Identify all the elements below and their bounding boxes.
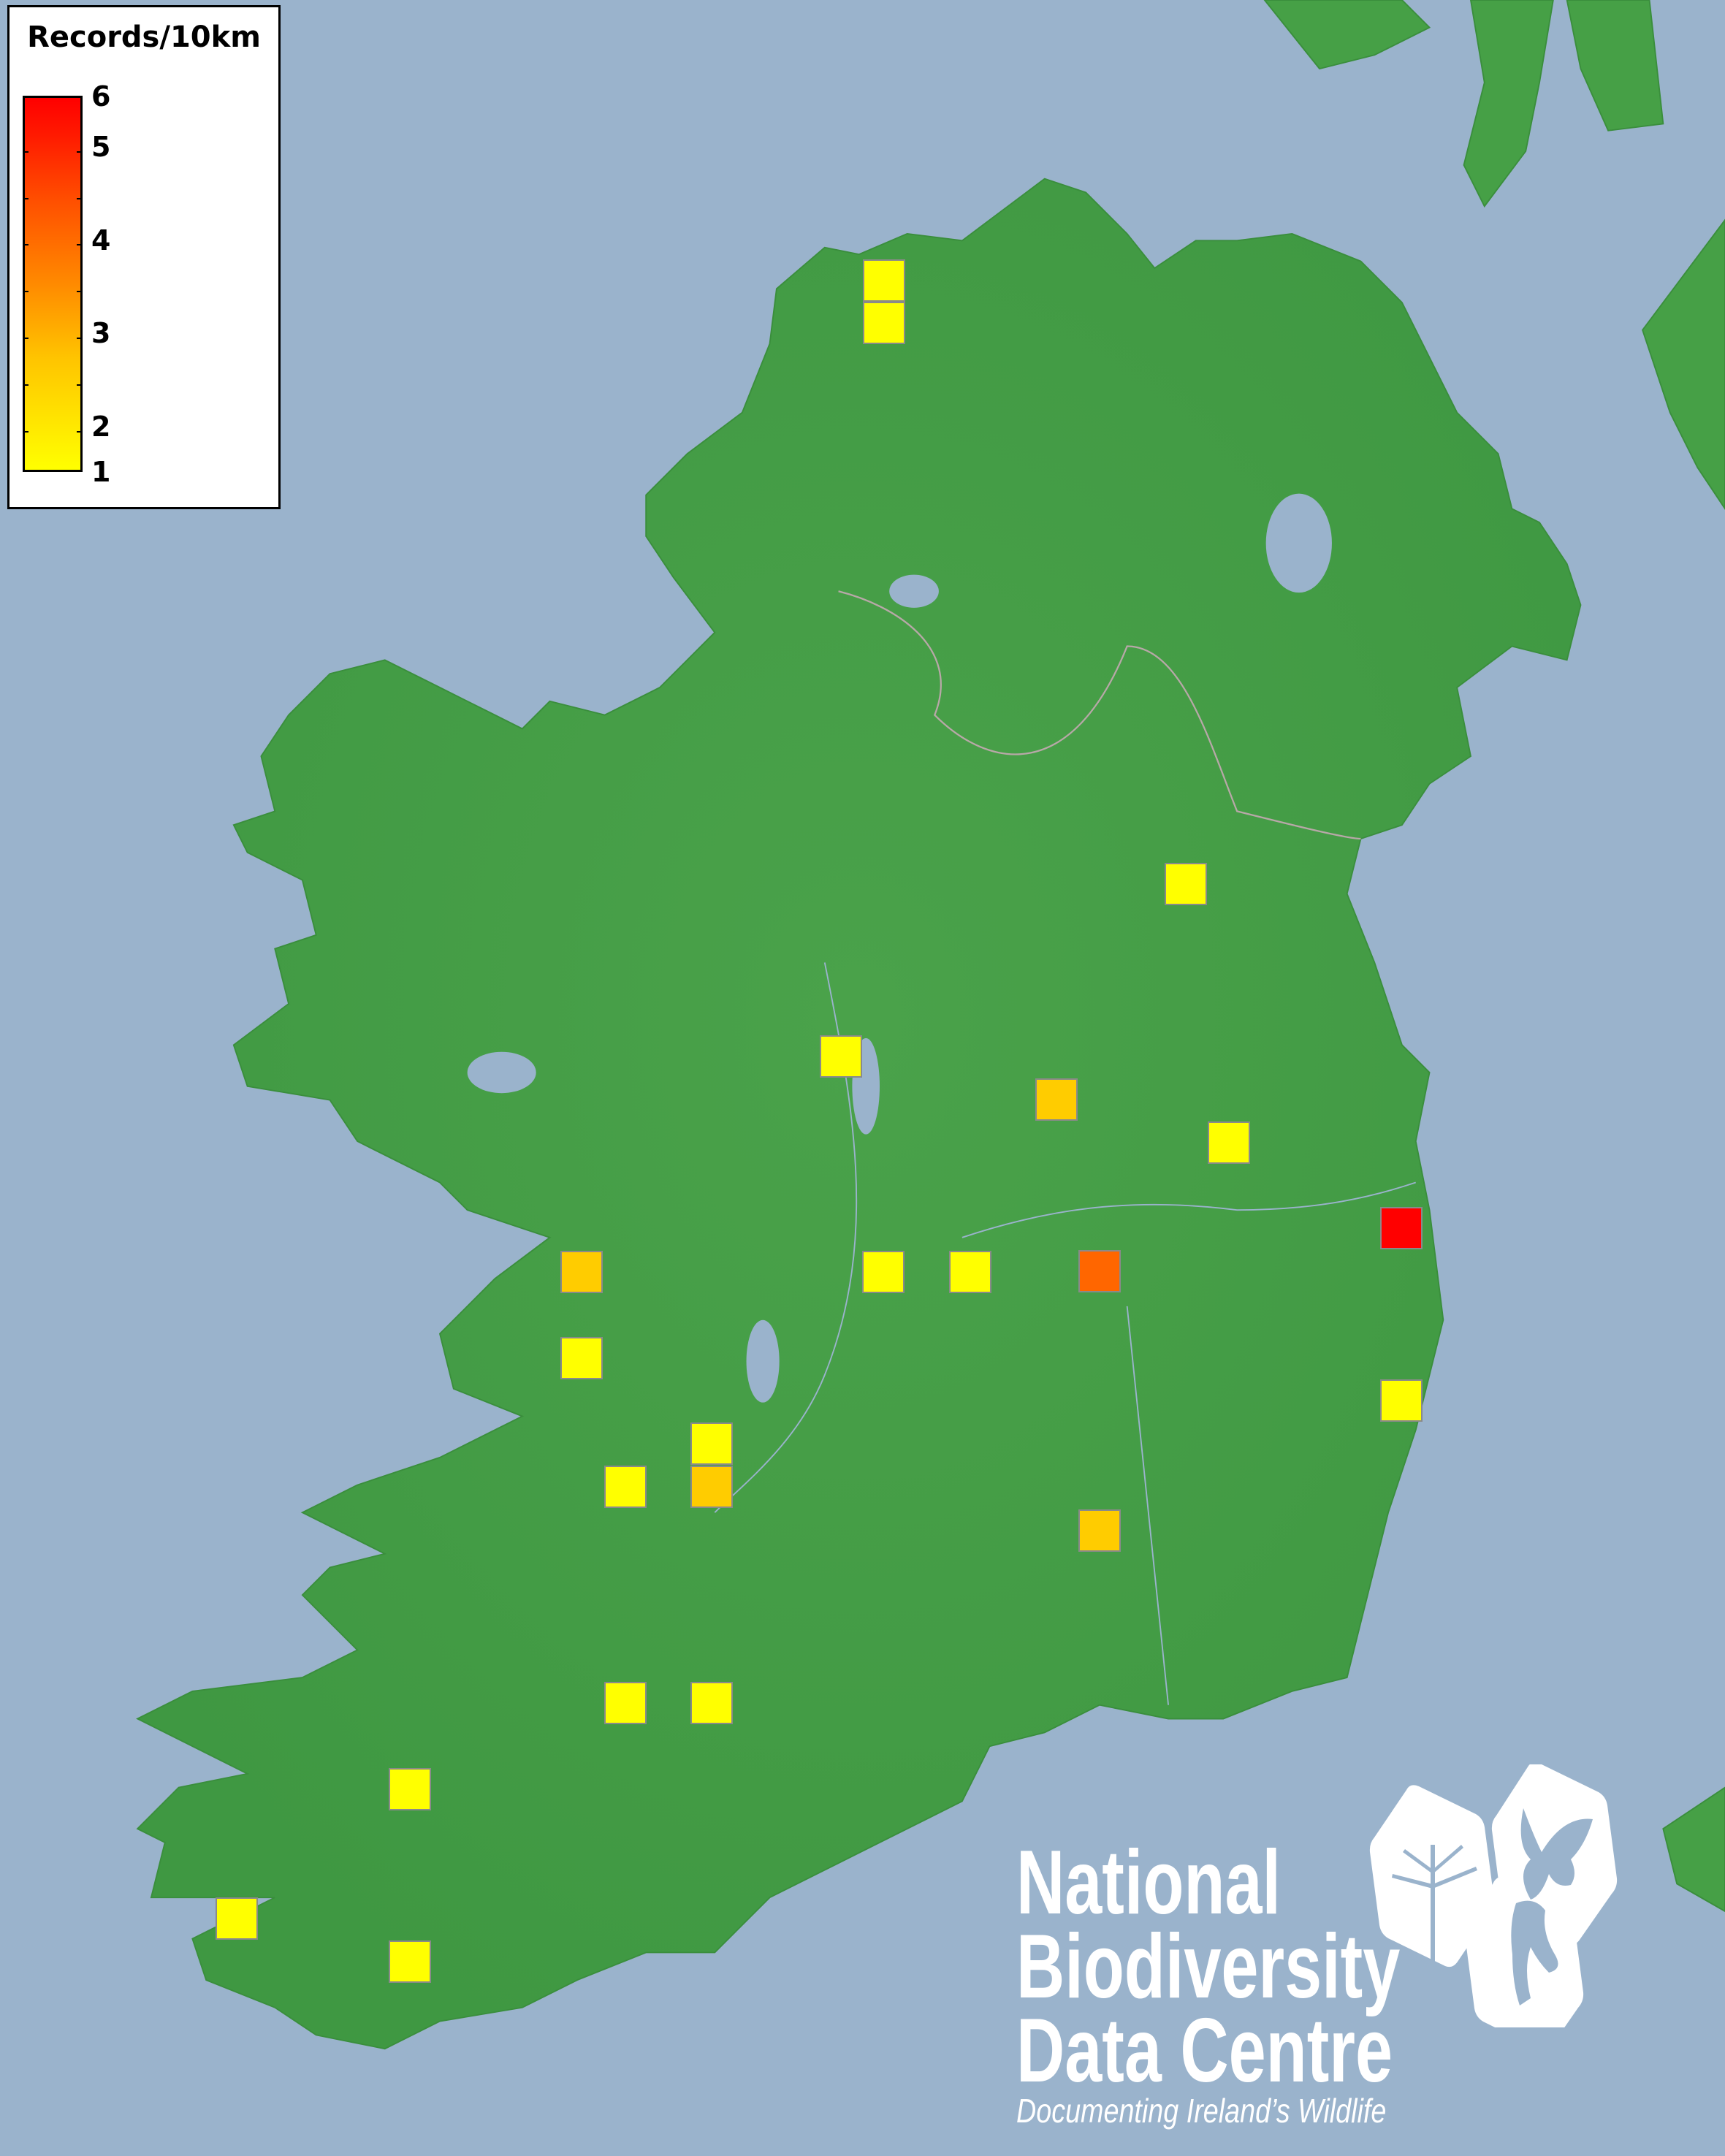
legend-tick-6: 6 bbox=[91, 80, 111, 113]
logo-tree-icon bbox=[1392, 1845, 1477, 1962]
logo-line-data-centre: Data Centre bbox=[1016, 2000, 1393, 2101]
record-square bbox=[1380, 1379, 1423, 1422]
lakes bbox=[467, 493, 1332, 1403]
logo-seahorse-icon bbox=[1511, 1900, 1558, 2005]
logo-line-national: National bbox=[1016, 1832, 1281, 1933]
record-square bbox=[690, 1682, 733, 1724]
logo-tagline: Documenting Ireland’s Wildlife bbox=[1016, 2092, 1387, 2130]
record-square bbox=[820, 1035, 862, 1078]
record-square bbox=[389, 1940, 431, 1983]
record-square bbox=[690, 1422, 733, 1465]
record-square bbox=[604, 1466, 647, 1508]
legend-colorbar bbox=[23, 96, 83, 472]
legend-tick-4: 4 bbox=[91, 224, 111, 256]
legend-tick-1: 1 bbox=[91, 456, 111, 488]
record-square bbox=[560, 1251, 603, 1293]
legend-title: Records/10km bbox=[27, 20, 261, 54]
record-square bbox=[1208, 1121, 1250, 1164]
record-square bbox=[862, 1251, 905, 1293]
record-square bbox=[1078, 1509, 1121, 1552]
legend-tick-5: 5 bbox=[91, 131, 111, 163]
legend-tick-3: 3 bbox=[91, 317, 111, 349]
record-square bbox=[604, 1682, 647, 1724]
legend-tick-2: 2 bbox=[91, 411, 111, 443]
legend: Records/10km 6 5 4 3 2 1 bbox=[7, 5, 281, 509]
record-square bbox=[560, 1337, 603, 1379]
scotland-landmass bbox=[1263, 0, 1725, 511]
record-square bbox=[863, 302, 905, 344]
border-line bbox=[838, 590, 1361, 840]
record-square bbox=[216, 1897, 258, 1940]
logo-butterfly-icon bbox=[1520, 1808, 1593, 1900]
record-square bbox=[389, 1768, 431, 1810]
record-square bbox=[1380, 1207, 1423, 1249]
record-square bbox=[690, 1466, 733, 1508]
record-square bbox=[1035, 1078, 1078, 1121]
record-square bbox=[1078, 1250, 1121, 1292]
wales-landmass bbox=[1662, 1786, 1725, 1913]
logo-hexagons-icon bbox=[1369, 1764, 1618, 2027]
record-square bbox=[1165, 863, 1207, 905]
record-square bbox=[949, 1251, 991, 1293]
logo-line-biodiversity: Biodiversity bbox=[1016, 1916, 1401, 2017]
record-square bbox=[863, 259, 905, 302]
